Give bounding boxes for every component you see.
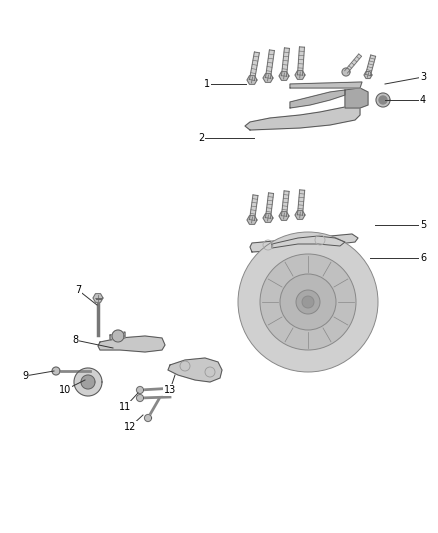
Text: 8: 8 bbox=[72, 335, 78, 345]
Text: 12: 12 bbox=[124, 422, 136, 432]
Polygon shape bbox=[250, 234, 358, 252]
Polygon shape bbox=[263, 214, 273, 222]
Polygon shape bbox=[98, 336, 165, 352]
Polygon shape bbox=[279, 212, 289, 220]
Text: 7: 7 bbox=[75, 285, 81, 295]
Polygon shape bbox=[93, 294, 103, 302]
Text: 9: 9 bbox=[22, 371, 28, 381]
Text: 11: 11 bbox=[119, 402, 131, 412]
Circle shape bbox=[342, 68, 350, 76]
Polygon shape bbox=[290, 90, 345, 108]
Polygon shape bbox=[110, 332, 125, 340]
Polygon shape bbox=[366, 55, 376, 76]
Text: 13: 13 bbox=[164, 385, 176, 395]
Polygon shape bbox=[272, 236, 345, 248]
Circle shape bbox=[280, 274, 336, 330]
Polygon shape bbox=[247, 76, 257, 84]
Text: 6: 6 bbox=[420, 253, 426, 263]
Polygon shape bbox=[364, 71, 372, 78]
Polygon shape bbox=[290, 82, 362, 88]
Circle shape bbox=[137, 394, 144, 401]
Text: 2: 2 bbox=[198, 133, 204, 143]
Polygon shape bbox=[345, 88, 368, 108]
Circle shape bbox=[137, 386, 144, 393]
Polygon shape bbox=[279, 71, 289, 80]
Polygon shape bbox=[295, 211, 305, 220]
Text: 1: 1 bbox=[204, 79, 210, 89]
Polygon shape bbox=[250, 52, 259, 80]
Circle shape bbox=[302, 296, 314, 308]
Text: 5: 5 bbox=[420, 220, 426, 230]
Circle shape bbox=[145, 415, 152, 422]
Polygon shape bbox=[297, 190, 305, 215]
Polygon shape bbox=[245, 105, 360, 130]
Polygon shape bbox=[250, 195, 258, 220]
Circle shape bbox=[112, 330, 124, 342]
Polygon shape bbox=[263, 74, 273, 82]
Circle shape bbox=[74, 368, 102, 396]
Circle shape bbox=[260, 254, 356, 350]
Polygon shape bbox=[345, 54, 361, 73]
Polygon shape bbox=[282, 191, 289, 216]
Polygon shape bbox=[297, 47, 304, 75]
Polygon shape bbox=[95, 298, 100, 299]
Polygon shape bbox=[265, 50, 274, 78]
Circle shape bbox=[52, 367, 60, 375]
Polygon shape bbox=[247, 216, 257, 224]
Circle shape bbox=[379, 96, 387, 104]
Circle shape bbox=[296, 290, 320, 314]
Polygon shape bbox=[295, 71, 305, 79]
Polygon shape bbox=[282, 48, 290, 76]
Text: 4: 4 bbox=[420, 95, 426, 105]
Text: 10: 10 bbox=[59, 385, 71, 395]
Circle shape bbox=[238, 232, 378, 372]
Polygon shape bbox=[265, 193, 273, 219]
Circle shape bbox=[376, 93, 390, 107]
Text: 3: 3 bbox=[420, 72, 426, 82]
Circle shape bbox=[81, 375, 95, 389]
Polygon shape bbox=[250, 242, 374, 358]
Polygon shape bbox=[168, 358, 222, 382]
